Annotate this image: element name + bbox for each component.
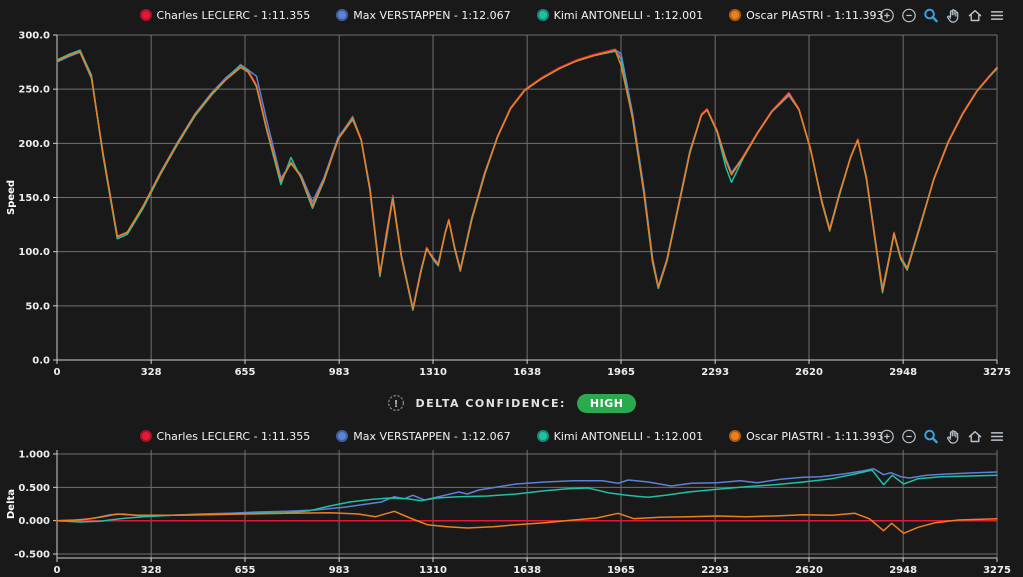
speed-chart-legend: Charles LECLERC - 1:11.355 Max VERSTAPPEN…: [139, 8, 883, 22]
delta-chart-toolbar: [878, 428, 1005, 445]
delta-confidence-badge: HIGH: [576, 393, 637, 413]
pan-icon[interactable]: [944, 428, 961, 445]
delta-chart-header: Charles LECLERC - 1:11.355 Max VERSTAPPEN…: [0, 424, 1023, 448]
x-tick-label: 1310: [419, 565, 447, 576]
series-color-dot-icon: [139, 430, 152, 442]
x-tick-label: 2948: [889, 367, 917, 378]
legend-item[interactable]: Max VERSTAPPEN - 1:12.067: [336, 429, 511, 443]
delta-confidence-row: ! DELTA CONFIDENCE: HIGH: [0, 382, 1023, 424]
zoom-box-icon[interactable]: [922, 7, 939, 24]
series-color-dot-icon: [336, 9, 349, 21]
legend-item-label: Kimi ANTONELLI - 1:12.001: [553, 429, 704, 443]
x-tick-label: 983: [329, 565, 350, 576]
series-line: [56, 49, 998, 310]
y-tick-label: -0.500: [14, 550, 50, 561]
y-tick-label: 150.0: [18, 193, 50, 204]
menu-icon[interactable]: [988, 428, 1005, 445]
legend-item[interactable]: Kimi ANTONELLI - 1:12.001: [536, 429, 704, 443]
gridlines: [56, 34, 998, 361]
y-tick-label: 0.500: [18, 483, 50, 494]
legend-item[interactable]: Max VERSTAPPEN - 1:12.067: [336, 8, 511, 22]
pan-icon[interactable]: [944, 7, 961, 24]
legend-item-label: Charles LECLERC - 1:11.355: [156, 8, 311, 22]
info-icon[interactable]: !: [387, 394, 405, 412]
y-tick-label: 0.000: [18, 516, 50, 527]
y-axis-title: Speed: [6, 180, 17, 215]
series-color-dot-icon: [139, 9, 152, 21]
series-color-dot-icon: [536, 9, 549, 21]
x-tick-label: 3275: [983, 367, 1011, 378]
x-tick-label: 1965: [607, 367, 635, 378]
x-tick-label: 3275: [983, 565, 1011, 576]
delta-confidence-label: DELTA CONFIDENCE:: [415, 396, 566, 410]
x-tick-label: 1638: [513, 367, 541, 378]
y-tick-label: 100.0: [18, 247, 50, 258]
speed-chart-header: Charles LECLERC - 1:11.355 Max VERSTAPPEN…: [0, 0, 1023, 30]
x-tick-label: 655: [235, 565, 256, 576]
legend-item[interactable]: Kimi ANTONELLI - 1:12.001: [536, 8, 704, 22]
zoom-out-icon[interactable]: [900, 7, 917, 24]
zoom-in-icon[interactable]: [878, 428, 895, 445]
x-tick-label: 2620: [795, 565, 823, 576]
svg-text:!: !: [393, 399, 398, 410]
legend-item[interactable]: Charles LECLERC - 1:11.355: [139, 8, 311, 22]
x-tick-label: 2948: [889, 565, 917, 576]
gridlines: [56, 450, 998, 558]
legend-item-label: Oscar PIASTRI - 1:11.393: [746, 8, 884, 22]
delta-chart-legend: Charles LECLERC - 1:11.355 Max VERSTAPPEN…: [139, 429, 883, 443]
x-tick-label: 328: [141, 565, 162, 576]
legend-item[interactable]: Charles LECLERC - 1:11.355: [139, 429, 311, 443]
y-tick-label: 0.0: [32, 356, 50, 367]
legend-item[interactable]: Oscar PIASTRI - 1:11.393: [729, 9, 883, 22]
menu-icon[interactable]: [988, 7, 1005, 24]
series-line: [56, 510, 998, 535]
series-color-dot-icon: [729, 430, 742, 442]
x-tick-label: 1638: [513, 565, 541, 576]
x-tick-label: 1310: [419, 367, 447, 378]
x-tick-label: 2620: [795, 367, 823, 378]
zoom-out-icon[interactable]: [900, 428, 917, 445]
x-tick-label: 2293: [701, 565, 729, 576]
home-icon[interactable]: [966, 7, 983, 24]
home-icon[interactable]: [966, 428, 983, 445]
series-lines: [56, 48, 998, 311]
x-tick-label: 1965: [607, 565, 635, 576]
y-axis-title: Delta: [6, 489, 17, 519]
x-tick-label: 655: [235, 367, 256, 378]
legend-item-label: Oscar PIASTRI - 1:11.393: [746, 429, 884, 443]
x-tick-label: 983: [329, 367, 350, 378]
y-tick-label: 50.0: [25, 301, 50, 312]
series-color-dot-icon: [729, 9, 742, 21]
series-lines: [56, 467, 998, 535]
x-tick-label: 328: [141, 367, 162, 378]
legend-item-label: Kimi ANTONELLI - 1:12.001: [553, 8, 704, 22]
legend-item[interactable]: Oscar PIASTRI - 1:11.393: [729, 430, 883, 443]
y-tick-label: 200.0: [18, 139, 50, 150]
series-color-dot-icon: [536, 430, 549, 442]
axes: 0 328 655 983 1310 1638 1965 2293 2620 2948 3275 0.…: [6, 31, 1011, 379]
zoom-box-icon[interactable]: [922, 428, 939, 445]
legend-item-label: Max VERSTAPPEN - 1:12.067: [353, 429, 511, 443]
y-tick-label: 1.000: [18, 450, 50, 461]
x-tick-label: 0: [54, 565, 61, 576]
zoom-in-icon[interactable]: [878, 7, 895, 24]
x-tick-label: 2293: [701, 367, 729, 378]
series-color-dot-icon: [336, 430, 349, 442]
axes: 0 328 655 983 1310 1638 1965 2293 2620 2948 3275 -0…: [6, 450, 1011, 577]
legend-item-label: Max VERSTAPPEN - 1:12.067: [353, 8, 511, 22]
speed-chart[interactable]: 0 328 655 983 1310 1638 1965 2293 2620 2948 3275 0.…: [0, 30, 1023, 382]
y-tick-label: 300.0: [18, 31, 50, 42]
delta-chart[interactable]: 0 328 655 983 1310 1638 1965 2293 2620 2948 3275 -0…: [0, 448, 1023, 577]
series-line: [56, 467, 998, 522]
speed-chart-toolbar: [878, 7, 1005, 24]
legend-item-label: Charles LECLERC - 1:11.355: [156, 429, 311, 443]
y-tick-label: 250.0: [18, 85, 50, 96]
x-tick-label: 0: [54, 367, 61, 378]
